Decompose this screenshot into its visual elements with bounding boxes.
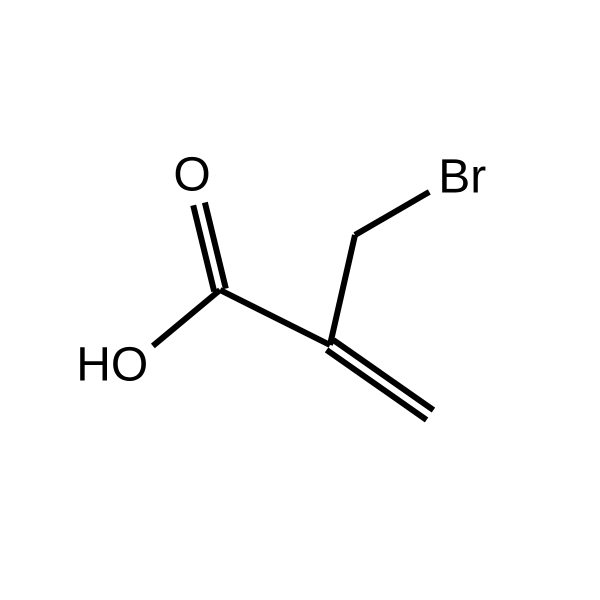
molecule-diagram: O HO Br [0,0,600,600]
atom-label-br: Br [438,151,486,204]
canvas-background [0,0,600,600]
atom-label-o_top: O [173,149,210,202]
atom-label-oh: HO [76,339,148,392]
